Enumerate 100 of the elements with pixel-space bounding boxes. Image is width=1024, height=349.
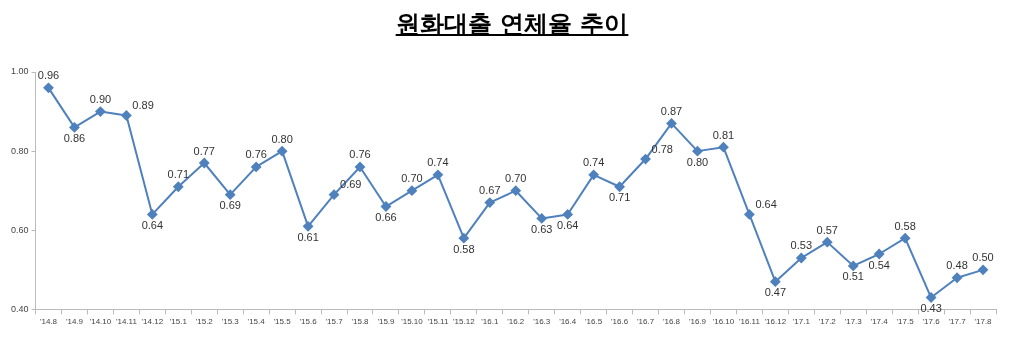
data-label: 0.90 xyxy=(89,93,112,106)
x-tick-label: '17.2 xyxy=(818,317,837,327)
point xyxy=(848,260,859,271)
point xyxy=(822,237,833,248)
point xyxy=(329,189,340,200)
x-tick-label: '16.6 xyxy=(611,317,629,327)
point xyxy=(692,146,703,157)
point xyxy=(744,209,755,220)
point xyxy=(562,209,573,220)
point xyxy=(640,154,651,165)
data-label: 0.54 xyxy=(868,258,890,271)
point xyxy=(69,122,80,133)
data-label: 0.74 xyxy=(582,156,605,169)
x-tick-label: '15.3 xyxy=(221,317,240,327)
x-tick-label: '15.5 xyxy=(273,317,292,327)
data-label: 0.87 xyxy=(660,104,683,117)
point xyxy=(173,181,184,192)
point xyxy=(432,169,443,180)
point xyxy=(95,106,106,117)
x-tick-label: '17.5 xyxy=(896,317,915,327)
x-tick-label: '16.7 xyxy=(637,317,655,327)
x-tick-label: '15.12 xyxy=(453,317,476,327)
data-label: 0.74 xyxy=(427,156,449,169)
data-label: 0.64 xyxy=(556,218,579,231)
x-tick-label: '15.4 xyxy=(247,317,266,327)
x-tick-label: '17.7 xyxy=(948,317,967,327)
point xyxy=(355,161,365,172)
point xyxy=(251,161,262,172)
x-tick-label: '14.9 xyxy=(65,317,84,327)
x-tick-label: '15.2 xyxy=(195,317,214,327)
chart-title: 원화대출 연체율 추이 xyxy=(394,9,630,40)
data-label: 0.81 xyxy=(712,128,735,141)
point xyxy=(458,233,469,244)
data-label: 0.57 xyxy=(816,223,838,236)
x-tick-label: '16.3 xyxy=(533,317,551,327)
x-tick-label: '17.1 xyxy=(792,317,811,327)
x-tick-label: '16.2 xyxy=(507,317,525,327)
x-tick-label: '15.10 xyxy=(401,317,424,327)
x-tick-label: '15.7 xyxy=(325,317,344,327)
data-label: 0.96 xyxy=(37,69,60,82)
x-tick-label: '15.11 xyxy=(427,317,449,327)
point xyxy=(900,233,911,244)
y-tick-label: 0.60 xyxy=(10,224,29,235)
x-tick-label: '16.10 xyxy=(712,317,735,327)
data-label: 0.86 xyxy=(63,131,86,144)
point xyxy=(796,252,807,263)
data-label: 0.51 xyxy=(842,270,864,283)
point xyxy=(978,264,989,275)
point xyxy=(510,185,521,196)
data-label: 0.76 xyxy=(349,148,371,161)
point xyxy=(199,158,210,168)
point xyxy=(380,201,391,212)
y-tick-label: 0.80 xyxy=(10,145,29,156)
point xyxy=(926,292,937,303)
x-tick-label: '17.4 xyxy=(870,317,889,327)
point xyxy=(121,110,132,121)
data-label: 0.78 xyxy=(651,142,673,155)
data-label: 0.76 xyxy=(245,148,267,161)
x-tick-label: '15.9 xyxy=(377,317,396,327)
x-tick-label: '16.11 xyxy=(738,317,761,327)
data-label: 0.71 xyxy=(167,168,189,181)
point xyxy=(952,272,963,283)
data-label: 0.80 xyxy=(271,132,293,145)
data-label: 0.67 xyxy=(479,184,501,197)
x-tick-label: '17.6 xyxy=(922,317,941,327)
point xyxy=(484,197,495,208)
x-tick-label: '16.12 xyxy=(764,317,787,327)
x-tick-label: '16.4 xyxy=(559,317,577,327)
point xyxy=(43,82,54,93)
data-label: 0.50 xyxy=(972,251,994,264)
point xyxy=(147,209,158,220)
x-tick-label: '17.8 xyxy=(974,317,993,327)
data-label: 0.48 xyxy=(946,259,968,272)
x-tick-label: '16.9 xyxy=(688,317,707,327)
point xyxy=(614,181,625,192)
x-tick-label: '14.12 xyxy=(141,317,164,327)
point xyxy=(874,249,885,260)
data-label: 0.70 xyxy=(505,172,527,185)
data-label: 0.58 xyxy=(894,219,916,232)
data-label: 0.58 xyxy=(453,242,475,255)
x-tick-label: '16.5 xyxy=(585,317,603,327)
data-label: 0.63 xyxy=(531,222,553,235)
point xyxy=(277,146,288,157)
x-tick-label: '17.3 xyxy=(844,317,863,327)
point xyxy=(536,213,547,224)
x-tick-label: '14.8 xyxy=(39,317,58,327)
x-tick-label: '15.1 xyxy=(169,317,188,327)
data-label: 0.47 xyxy=(764,286,787,299)
x-tick-label: '15.8 xyxy=(351,317,370,327)
point xyxy=(225,189,236,200)
point xyxy=(718,142,729,153)
x-tick-label: '16.8 xyxy=(662,317,681,327)
point xyxy=(303,221,314,232)
data-label: 0.66 xyxy=(375,211,397,224)
data-label: 0.70 xyxy=(401,172,423,185)
data-label: 0.69 xyxy=(219,199,241,212)
data-label: 0.80 xyxy=(686,155,709,168)
x-tick-label: '16.1 xyxy=(481,317,499,327)
x-tick-label: '14.11 xyxy=(115,317,138,327)
data-label: 0.64 xyxy=(141,218,164,231)
